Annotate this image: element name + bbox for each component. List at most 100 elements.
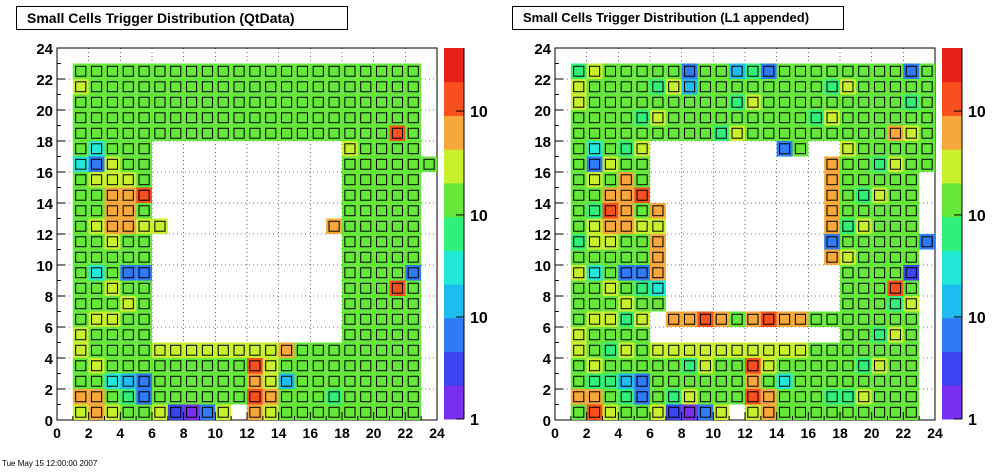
heatmap-cell: [602, 404, 619, 420]
heatmap-cell: [903, 234, 920, 250]
heatmap-cell: [104, 94, 121, 110]
cell-box-marker: [747, 65, 759, 77]
cell-box-marker: [842, 127, 854, 139]
cell-box-marker: [344, 251, 356, 263]
heatmap-cell: [342, 249, 358, 265]
heatmap-cell: [104, 296, 121, 312]
cell-box-marker: [281, 406, 293, 418]
cell-box-marker: [106, 282, 118, 294]
heatmap-cell: [760, 125, 777, 141]
cell-box-marker: [810, 391, 822, 403]
heatmap-cell: [88, 280, 105, 296]
cell-box-marker: [75, 267, 87, 279]
heatmap-cell: [72, 234, 89, 250]
cell-box-marker: [344, 205, 356, 217]
heatmap-cell: [310, 404, 327, 420]
heatmap-cell: [357, 110, 374, 126]
heatmap-cell: [919, 110, 935, 126]
cell-box-marker: [391, 375, 403, 387]
heatmap-cell: [887, 187, 904, 203]
cell-box-marker: [604, 174, 616, 186]
cell-box-marker: [826, 251, 838, 263]
cell-box-marker: [407, 65, 419, 77]
heatmap-cell: [357, 296, 374, 312]
colorbar-segment: [942, 250, 962, 285]
cell-box-marker: [407, 313, 419, 325]
chart-title-right: Small Cells Trigger Distribution (L1 app…: [512, 6, 844, 30]
cell-box-marker: [75, 127, 87, 139]
cell-box-marker: [747, 313, 759, 325]
heatmap-cell: [136, 94, 152, 110]
colorbar-segment: [444, 149, 464, 184]
cell-box-marker: [652, 282, 664, 294]
heatmap-cell: [326, 218, 342, 234]
heatmap-cell: [776, 63, 793, 79]
heatmap-cell: [586, 373, 603, 389]
cell-box-marker: [573, 375, 585, 387]
cell-box-marker: [684, 65, 696, 77]
heatmap-cell: [586, 234, 603, 250]
cell-box-marker: [138, 298, 150, 310]
cell-box-marker: [858, 298, 870, 310]
heatmap-cell: [310, 342, 327, 358]
heatmap-cell: [247, 63, 263, 79]
heatmap-cell: [88, 265, 105, 281]
cell-box-marker: [407, 112, 419, 124]
cell-box-marker: [573, 112, 585, 124]
cell-box-marker: [91, 220, 103, 232]
heatmap-cell: [88, 218, 105, 234]
cell-box-marker: [391, 313, 403, 325]
heatmap-cell: [310, 63, 327, 79]
heatmap-cell: [152, 94, 168, 110]
cell-box-marker: [154, 220, 166, 232]
heatmap-cell: [871, 404, 888, 420]
heatmap-cell: [88, 172, 105, 188]
heatmap-cell: [634, 203, 650, 219]
cell-box-marker: [122, 375, 134, 387]
cell-box-marker: [281, 391, 293, 403]
heatmap-cell: [586, 203, 603, 219]
chart-title-left: Small Cells Trigger Distribution (QtData…: [16, 6, 348, 30]
cell-box-marker: [376, 65, 388, 77]
heatmap-cell: [586, 218, 603, 234]
heatmap-cell: [215, 373, 232, 389]
cell-box-marker: [652, 298, 664, 310]
cell-box-marker: [170, 406, 182, 418]
x-tick-label: 16: [303, 425, 319, 441]
y-tick-label: 14: [36, 196, 53, 213]
cell-box-marker: [842, 205, 854, 217]
heatmap-cell: [215, 110, 232, 126]
heatmap-cell: [88, 234, 105, 250]
heatmap-cell: [871, 342, 888, 358]
heatmap-cell: [247, 404, 263, 420]
cell-box-marker: [328, 360, 340, 372]
cell-box-marker: [668, 391, 680, 403]
heatmap-cell: [871, 296, 888, 312]
cell-box-marker: [842, 391, 854, 403]
cell-box-marker: [407, 329, 419, 341]
cell-box-marker: [391, 391, 403, 403]
heatmap-cell: [389, 94, 406, 110]
colorbar-segment: [942, 149, 962, 184]
heatmap-cell: [342, 218, 358, 234]
heatmap-cell: [792, 342, 809, 358]
cell-box-marker: [842, 143, 854, 155]
heatmap-cell: [855, 342, 872, 358]
heatmap-cell: [373, 342, 390, 358]
heatmap-cell: [72, 218, 89, 234]
heatmap-cell: [373, 249, 390, 265]
cell-box-marker: [138, 313, 150, 325]
cell-box-marker: [905, 406, 917, 418]
heatmap-cell: [618, 311, 635, 327]
heatmap-cell: [199, 110, 216, 126]
cell-box-marker: [391, 174, 403, 186]
heatmap-cell: [342, 265, 358, 281]
cell-box-marker: [699, 96, 711, 108]
cell-box-marker: [312, 96, 324, 108]
colorbar-segment: [444, 48, 464, 83]
cell-box-marker: [731, 81, 743, 93]
heatmap-cell: [152, 404, 168, 420]
heatmap-cell: [665, 311, 682, 327]
heatmap-cell: [136, 311, 152, 327]
cell-box-marker: [328, 127, 340, 139]
